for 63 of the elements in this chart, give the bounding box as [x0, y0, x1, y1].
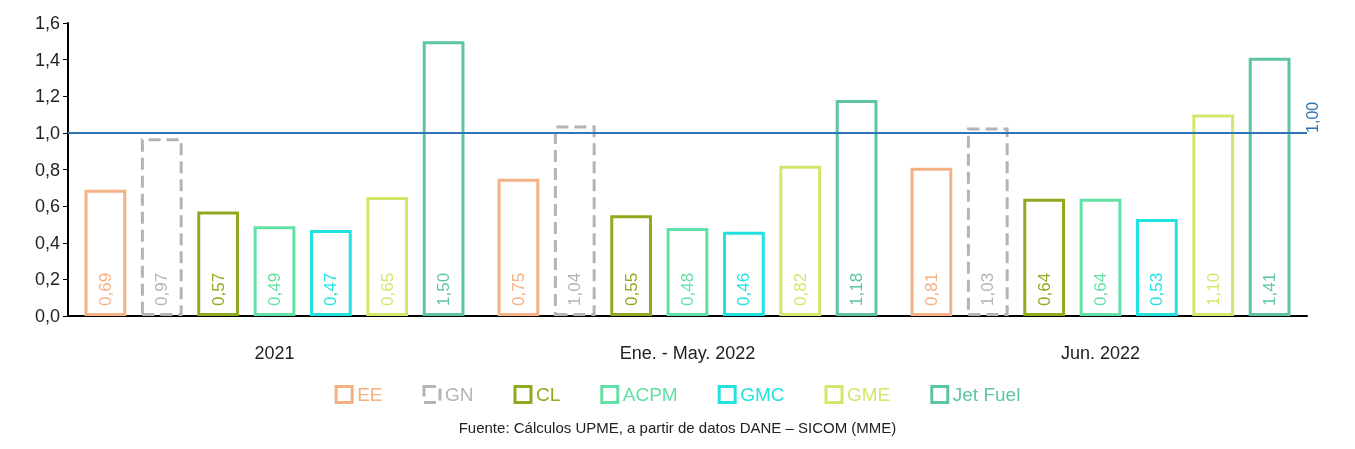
bar: [779, 165, 822, 316]
y-tick-label: 0,8: [34, 159, 60, 180]
data-label: 0,57: [208, 272, 228, 306]
bar: [722, 231, 765, 316]
legend-label: GN: [444, 384, 474, 405]
data-label: 0,82: [790, 272, 810, 306]
bar: [309, 229, 352, 316]
bar: [253, 226, 296, 316]
data-label: 1,50: [434, 272, 454, 306]
bar: [835, 99, 878, 316]
y-tick-label: 1,2: [34, 86, 60, 107]
y-tick-label: 1,4: [34, 49, 60, 70]
legend-label: EE: [357, 384, 383, 405]
data-label: 0,64: [1034, 272, 1054, 306]
bar: [1023, 198, 1066, 316]
data-label: 0,75: [508, 272, 528, 306]
data-label: 1,10: [1203, 272, 1223, 306]
data-label: 0,53: [1147, 272, 1167, 306]
y-tick-label: 1,0: [34, 122, 60, 143]
bar: [1248, 57, 1291, 316]
y-tick-label: 0,4: [34, 232, 60, 253]
legend-label: CL: [535, 384, 561, 405]
bar: [666, 228, 709, 316]
data-label: 0,55: [621, 272, 641, 306]
bar: [140, 138, 183, 316]
legend-label: GMC: [740, 384, 785, 405]
bar: [497, 178, 540, 316]
x-tick-label: Jun. 2022: [1060, 343, 1141, 363]
x-tick-label: Ene. - May. 2022: [619, 343, 756, 363]
legend-label: Jet Fuel: [952, 384, 1021, 405]
data-label: 0,48: [678, 272, 697, 306]
y-tick-label: 1,6: [34, 13, 60, 33]
x-tick-label: 2021: [254, 343, 295, 363]
bar: [422, 41, 465, 316]
data-label: 1,18: [847, 272, 867, 306]
bar: [1079, 198, 1122, 316]
data-label: 0,47: [321, 272, 341, 306]
bar: [553, 125, 596, 316]
bar: [1192, 114, 1235, 316]
data-label: 1,41: [1260, 272, 1280, 306]
bar: [910, 167, 953, 316]
legend-label: GME: [847, 384, 891, 405]
bar: [1135, 218, 1178, 316]
bar: [84, 189, 127, 316]
data-label: 1,04: [565, 272, 585, 306]
bar: [966, 127, 1009, 316]
ref-line-label: 1,00: [1303, 101, 1321, 133]
data-label: 1,03: [978, 272, 998, 306]
source-note: Fuente: Cálculos UPME, a partir de datos DANE – SICOM (MME): [458, 419, 897, 436]
data-label: 0,69: [95, 272, 115, 306]
bar: [197, 211, 240, 316]
bar: [610, 215, 653, 316]
y-tick-label: 0,0: [34, 306, 60, 326]
data-label: 0,81: [921, 272, 941, 306]
legend-label: ACPM: [622, 384, 678, 405]
bar: [366, 196, 409, 316]
data-label: 0,46: [734, 272, 754, 306]
data-label: 0,65: [377, 272, 397, 306]
y-tick-label: 0,6: [34, 196, 60, 217]
y-tick-label: 0,2: [34, 269, 60, 290]
data-label: 0,64: [1091, 272, 1110, 306]
data-label: 0,49: [265, 272, 284, 306]
data-label: 0,97: [152, 272, 172, 306]
